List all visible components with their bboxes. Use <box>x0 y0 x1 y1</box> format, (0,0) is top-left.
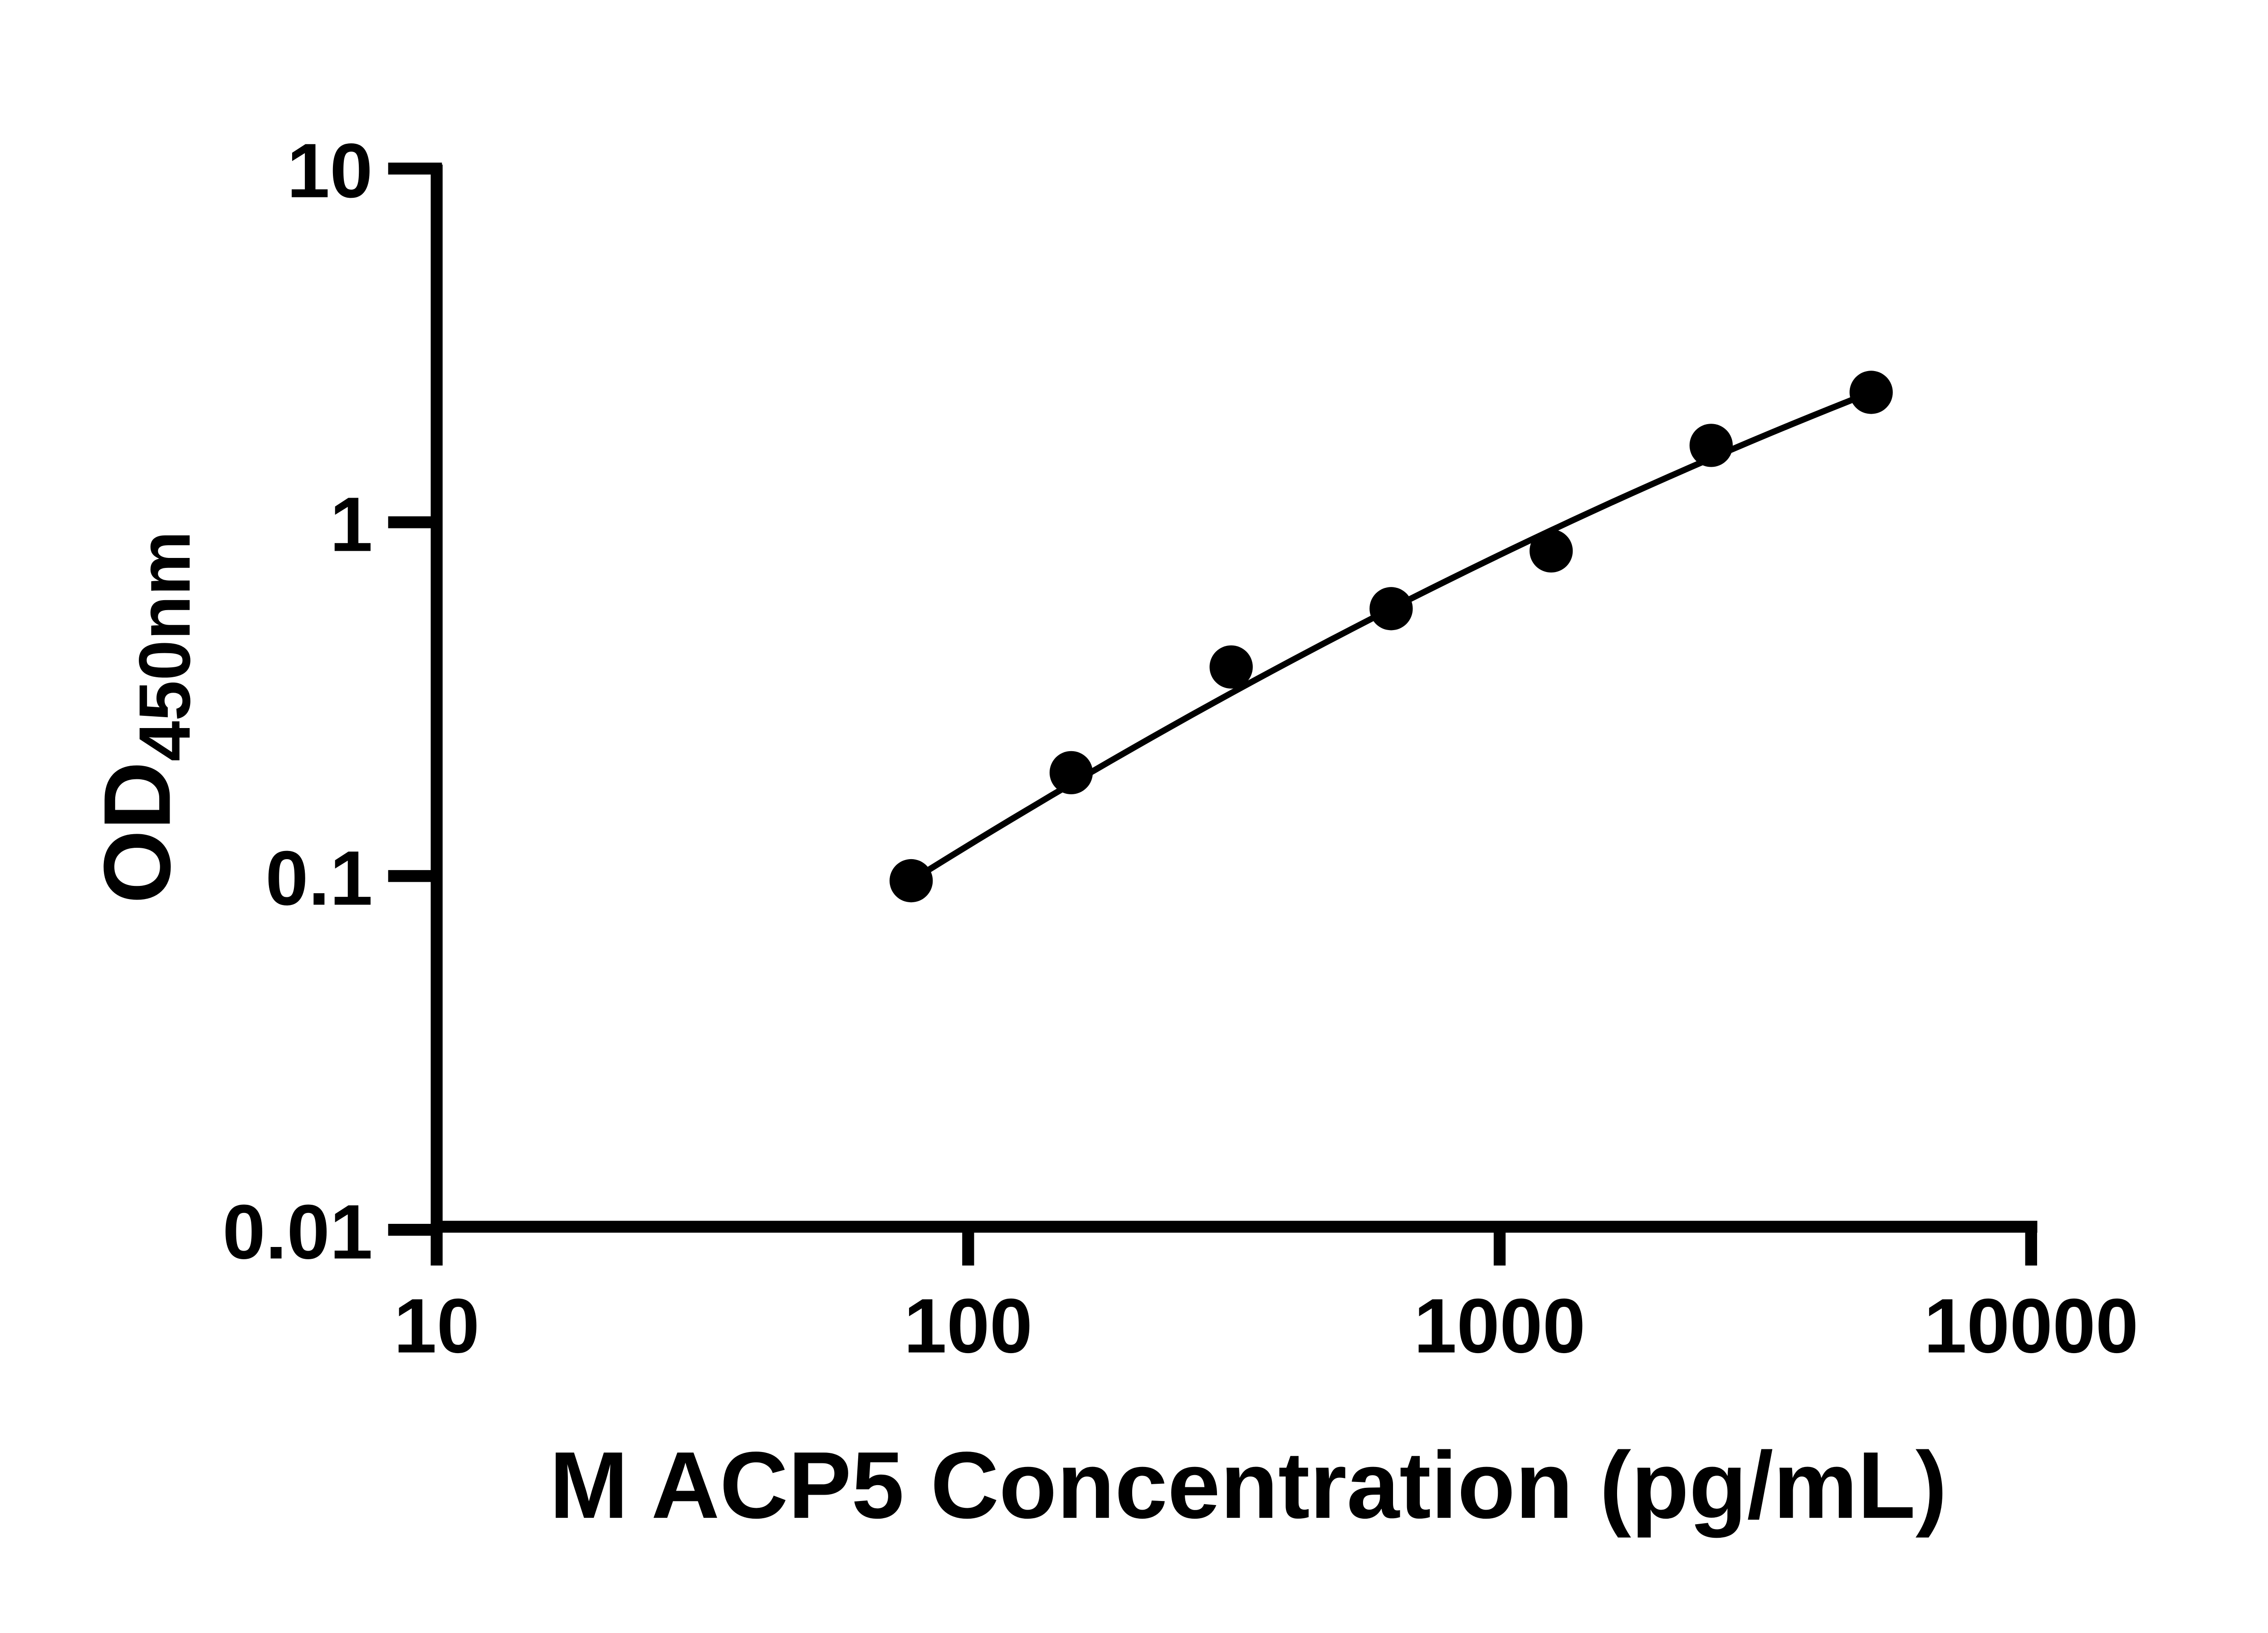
x-axis-title: M ACP5 Concentration (pg/mL) <box>549 1433 1947 1538</box>
x-tick-label: 1000 <box>1414 1283 1586 1369</box>
data-point <box>1209 645 1253 689</box>
y-tick-label: 1 <box>330 482 373 568</box>
x-tick-label: 10000 <box>1924 1283 2138 1369</box>
data-point <box>1049 751 1093 794</box>
x-axis-ticks <box>430 1227 2037 1266</box>
y-tick-label: 0.1 <box>265 835 373 921</box>
x-axis: 10 100 1000 10000 <box>394 1221 2138 1369</box>
data-point <box>1849 371 1893 414</box>
y-axis-title-subscript: 450nm <box>124 531 205 761</box>
y-axis-title: OD450nm <box>84 531 205 904</box>
y-tick-label: 0.01 <box>222 1189 372 1275</box>
y-axis-tick-labels: 10 1 0.1 0.01 <box>222 128 372 1276</box>
data-point <box>1530 529 1573 573</box>
x-tick-label: 10 <box>394 1283 479 1369</box>
x-axis-tick-labels: 10 100 1000 10000 <box>394 1283 2138 1369</box>
x-tick-label: 100 <box>904 1283 1032 1369</box>
data-points <box>890 371 1893 903</box>
y-axis-title-main: OD <box>84 762 190 904</box>
data-point <box>1689 424 1733 467</box>
y-axis: 10 1 0.1 0.01 <box>222 128 443 1276</box>
fit-curve <box>908 389 1874 884</box>
y-tick-label: 10 <box>287 128 372 214</box>
data-point <box>890 859 933 903</box>
y-axis-ticks <box>388 162 442 1236</box>
data-point <box>1369 587 1413 631</box>
